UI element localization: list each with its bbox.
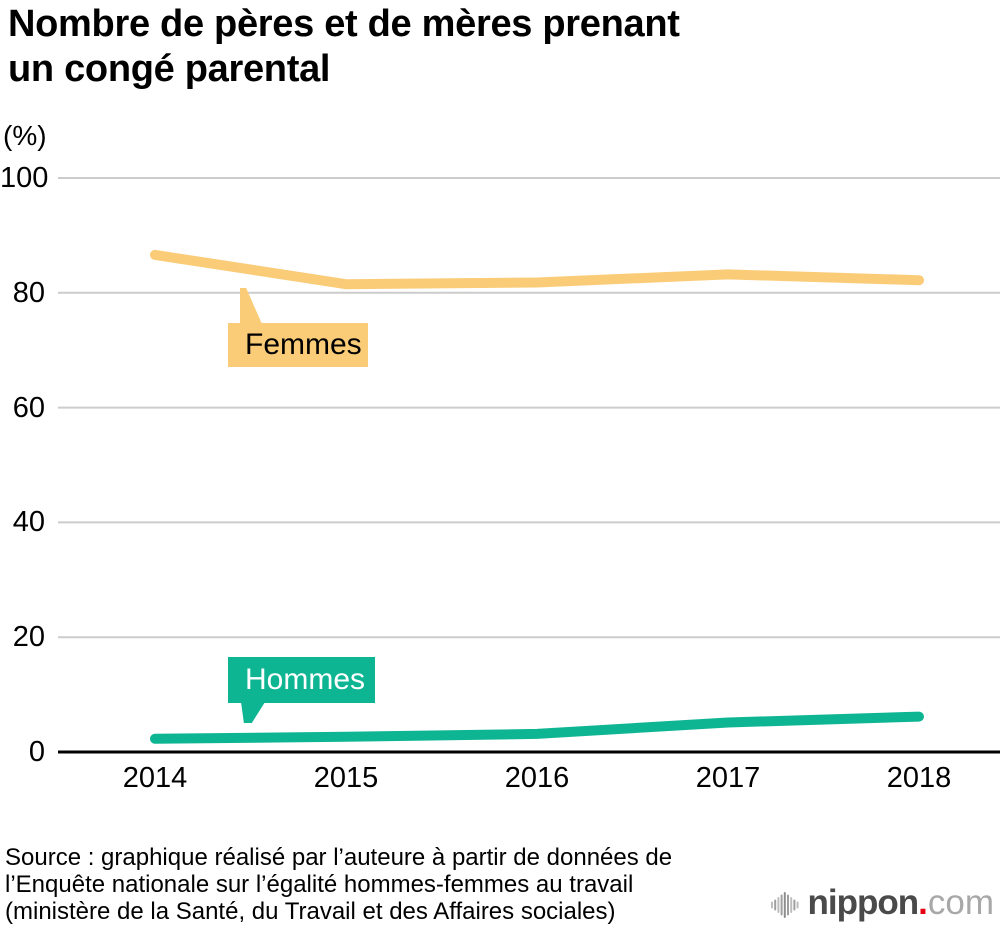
nippon-logo-text: nippon.com: [808, 883, 994, 923]
source-note: Source : graphique réalisé par l’auteure…: [5, 844, 672, 925]
soundwave-bar: [783, 892, 786, 918]
source-line1: Source : graphique réalisé par l’auteure…: [5, 844, 673, 871]
femmes-series-callout: Femmes: [228, 288, 368, 367]
soundwave-bar: [796, 901, 799, 909]
y-tick-label-20: 20: [12, 621, 45, 654]
hommes-callout-label: Hommes: [245, 663, 366, 696]
y-tick-label-60: 60: [12, 391, 45, 424]
chart-title: Nombre de pères et de mères prenant un c…: [8, 2, 680, 92]
soundwave-bar: [770, 901, 773, 909]
hommes-series-callout: Hommes: [228, 657, 375, 723]
soundwave-bar: [773, 899, 776, 911]
x-tick-label-2017: 2017: [695, 762, 761, 794]
series-line-hommes: [150, 711, 924, 744]
soundwave-bar: [780, 894, 783, 916]
femmes-callout-label: Femmes: [245, 328, 362, 361]
x-tick-label-2016: 2016: [504, 762, 570, 794]
y-tick-label-40: 40: [12, 506, 45, 539]
y-tick-label-80: 80: [12, 276, 45, 309]
logo-suffix: com: [927, 883, 994, 922]
source-line2: l’Enquête nationale sur l’égalité hommes…: [5, 871, 634, 898]
logo-name: nippon: [807, 883, 920, 922]
soundwave-bar: [776, 897, 779, 913]
x-tick-label-2018: 2018: [886, 762, 952, 794]
soundwave-bar: [792, 899, 795, 911]
y-tick-label-0: 0: [28, 736, 45, 768]
x-tick-label-2015: 2015: [313, 762, 379, 794]
soundwave-bar: [786, 894, 789, 916]
logo-dot: .: [918, 883, 928, 922]
soundwave-bar: [789, 897, 792, 913]
source-line3: (ministère de la Santé, du Travail et de…: [5, 898, 616, 925]
y-tick-label-100: 100: [0, 162, 49, 194]
chart-title-line1: Nombre de pères et de mères prenant: [8, 3, 680, 45]
nippon-logo: nippon.com: [770, 883, 994, 923]
soundwave-icon: [770, 892, 799, 918]
y-axis-unit-label: (%): [3, 120, 47, 151]
series-line-femmes: [150, 249, 924, 290]
x-tick-label-2014: 2014: [122, 762, 188, 794]
chart-title-line2: un congé parental: [8, 48, 331, 90]
